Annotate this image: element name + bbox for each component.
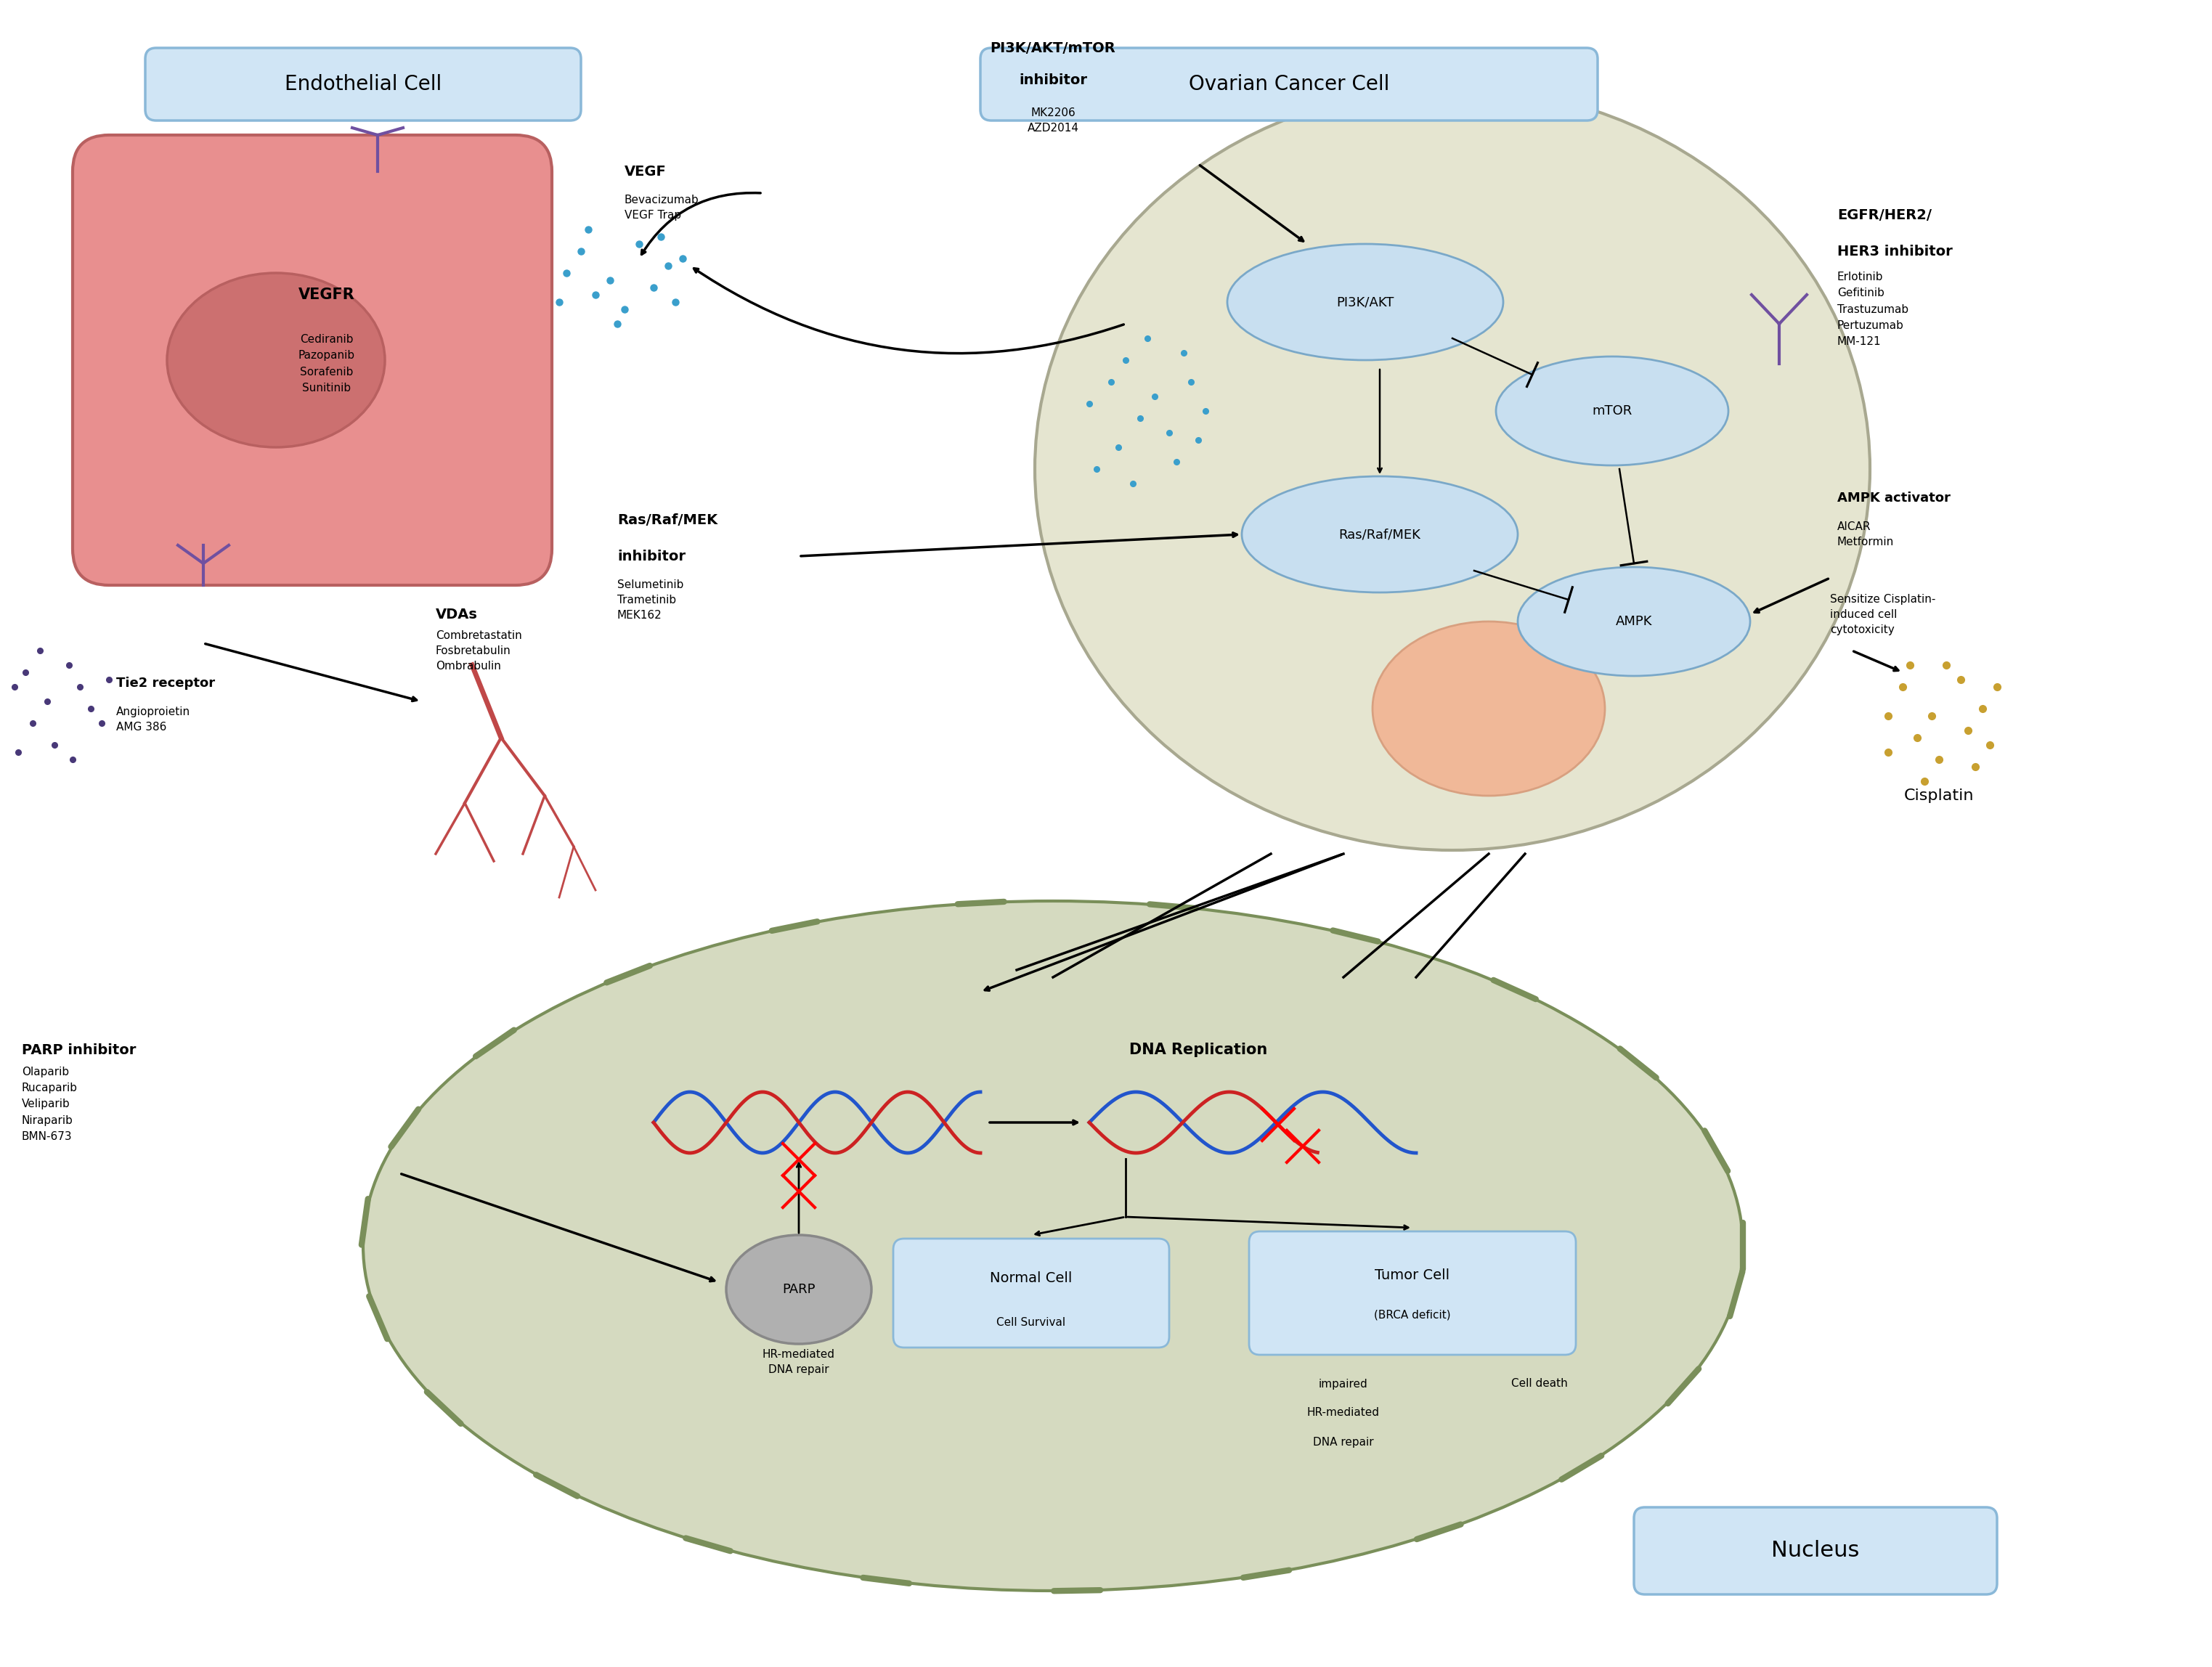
Ellipse shape [1241, 477, 1517, 592]
FancyBboxPatch shape [146, 48, 582, 120]
Text: PI3K/AKT: PI3K/AKT [1336, 295, 1394, 308]
Text: HR-mediated: HR-mediated [1307, 1407, 1380, 1419]
Text: Nucleus: Nucleus [1772, 1540, 1860, 1562]
Text: inhibitor: inhibitor [1020, 73, 1086, 87]
Text: Cell death: Cell death [1511, 1379, 1568, 1389]
Text: inhibitor: inhibitor [617, 548, 686, 563]
FancyBboxPatch shape [1635, 1507, 1997, 1594]
Text: (BRCA deficit): (BRCA deficit) [1374, 1309, 1451, 1320]
Ellipse shape [1495, 357, 1728, 465]
Text: DNA repair: DNA repair [1314, 1437, 1374, 1447]
FancyBboxPatch shape [1250, 1232, 1575, 1355]
Text: Tie2 receptor: Tie2 receptor [117, 677, 215, 690]
Text: Cell Survival: Cell Survival [998, 1317, 1066, 1327]
Ellipse shape [363, 902, 1743, 1590]
Ellipse shape [1517, 567, 1750, 675]
FancyBboxPatch shape [894, 1239, 1170, 1347]
Text: MK2206
AZD2014: MK2206 AZD2014 [1026, 107, 1079, 133]
Text: Ras/Raf/MEK: Ras/Raf/MEK [1338, 528, 1420, 540]
Text: EGFR/HER2/: EGFR/HER2/ [1838, 208, 1931, 222]
Text: Tumor Cell: Tumor Cell [1376, 1269, 1449, 1282]
Text: impaired: impaired [1318, 1379, 1367, 1389]
Text: Bevacizumab
VEGF Trap: Bevacizumab VEGF Trap [624, 195, 699, 220]
Text: Sensitize Cisplatin-
induced cell
cytotoxicity: Sensitize Cisplatin- induced cell cytoto… [1829, 593, 1936, 635]
FancyBboxPatch shape [73, 135, 553, 585]
Text: Normal Cell: Normal Cell [991, 1272, 1073, 1285]
Text: HER3 inhibitor: HER3 inhibitor [1838, 245, 1953, 258]
Ellipse shape [1371, 622, 1606, 795]
Text: VEGF: VEGF [624, 165, 666, 178]
FancyBboxPatch shape [980, 48, 1597, 120]
Ellipse shape [726, 1235, 872, 1344]
Text: AICAR
Metformin: AICAR Metformin [1838, 522, 1893, 547]
Ellipse shape [1035, 88, 1869, 850]
Ellipse shape [1228, 243, 1504, 360]
Text: VEGFR: VEGFR [299, 287, 354, 302]
Text: VDAs: VDAs [436, 607, 478, 622]
Text: HR-mediated
DNA repair: HR-mediated DNA repair [763, 1349, 836, 1375]
Text: PARP inhibitor: PARP inhibitor [22, 1044, 137, 1057]
Text: Angioproietin
AMG 386: Angioproietin AMG 386 [117, 707, 190, 732]
Text: PARP: PARP [783, 1284, 816, 1295]
Text: mTOR: mTOR [1593, 405, 1632, 417]
Text: Endothelial Cell: Endothelial Cell [285, 73, 442, 95]
Text: DNA Replication: DNA Replication [1128, 1042, 1267, 1057]
Text: Erlotinib
Gefitinib
Trastuzumab
Pertuzumab
MM-121: Erlotinib Gefitinib Trastuzumab Pertuzum… [1838, 272, 1909, 347]
Text: Cisplatin: Cisplatin [1905, 788, 1973, 803]
Text: AMPK: AMPK [1615, 615, 1652, 628]
Text: Ras/Raf/MEK: Ras/Raf/MEK [617, 513, 717, 527]
Text: Ovarian Cancer Cell: Ovarian Cancer Cell [1188, 73, 1389, 95]
Text: PI3K/AKT/mTOR: PI3K/AKT/mTOR [991, 42, 1115, 55]
Text: Olaparib
Rucaparib
Veliparib
Niraparib
BMN-673: Olaparib Rucaparib Veliparib Niraparib B… [22, 1067, 77, 1142]
Text: Selumetinib
Trametinib
MEK162: Selumetinib Trametinib MEK162 [617, 578, 684, 620]
Text: Cediranib
Pazopanib
Sorafenib
Sunitinib: Cediranib Pazopanib Sorafenib Sunitinib [299, 333, 356, 393]
Ellipse shape [168, 273, 385, 447]
Text: AMPK activator: AMPK activator [1838, 492, 1951, 505]
Text: Combretastatin
Fosbretabulin
Ombrabulin: Combretastatin Fosbretabulin Ombrabulin [436, 630, 522, 672]
